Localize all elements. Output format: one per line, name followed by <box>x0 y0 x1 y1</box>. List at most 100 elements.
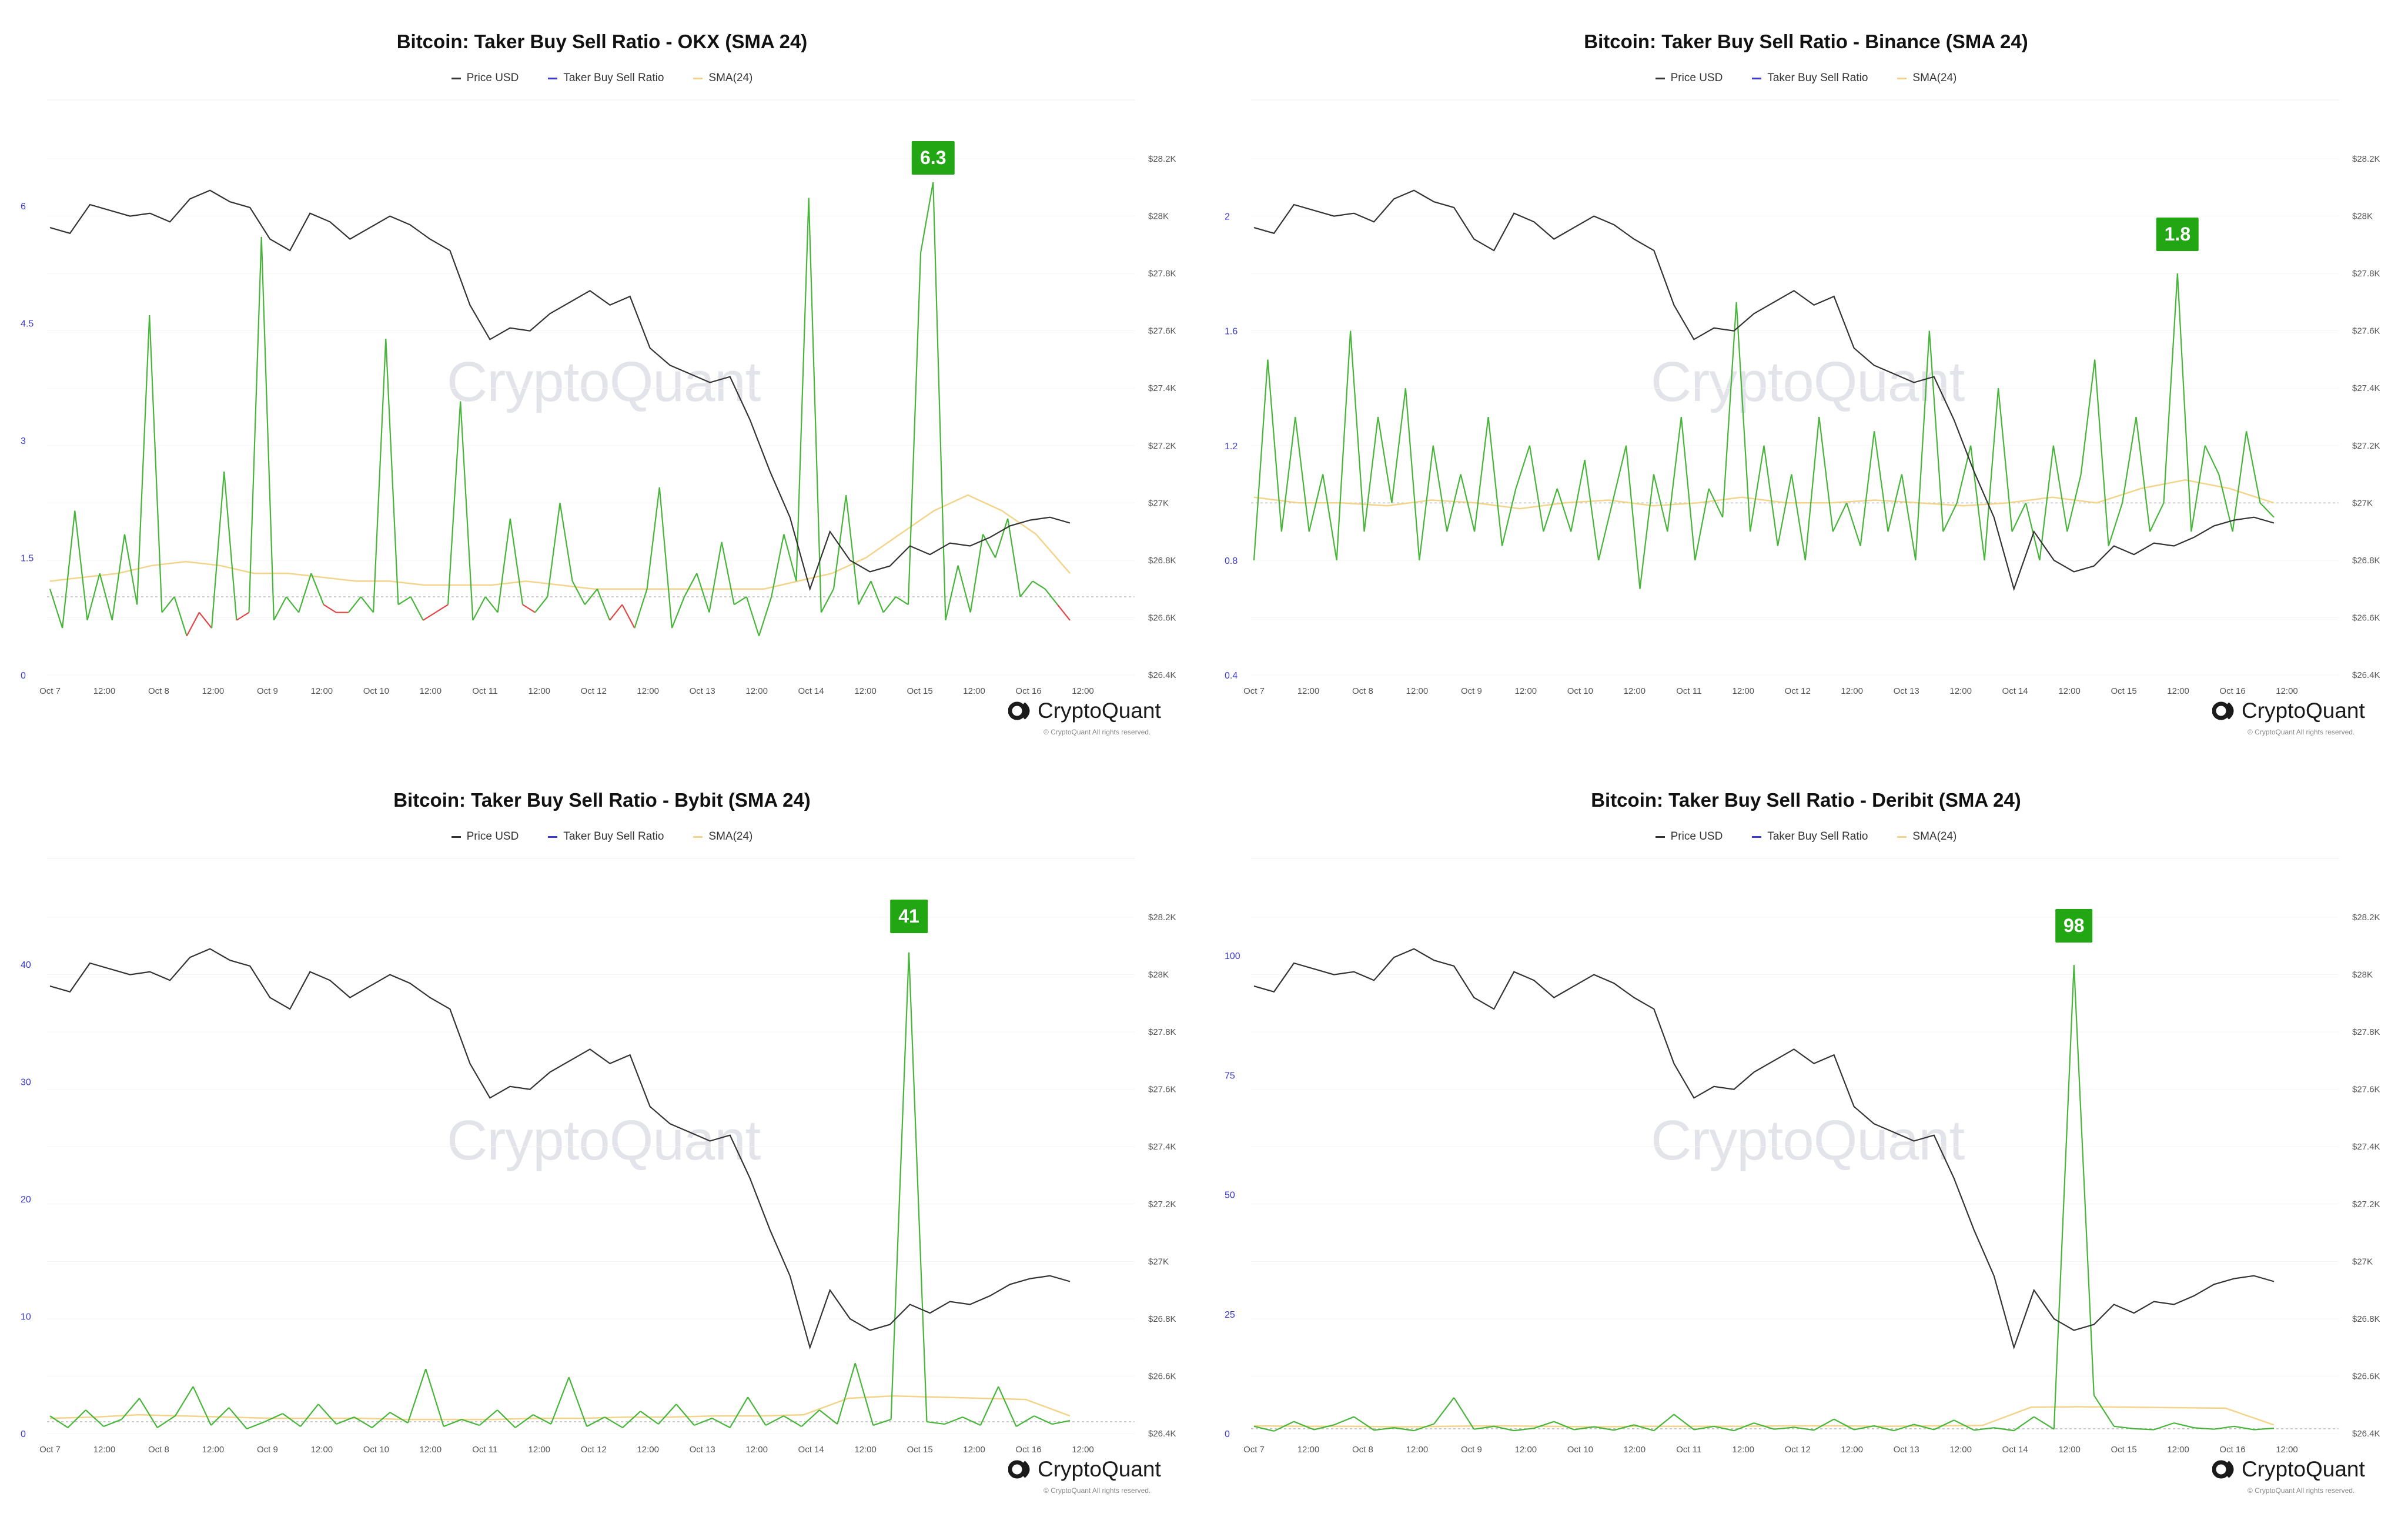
x-tick-label: Oct 10 <box>1567 1445 1593 1455</box>
ratio-segment <box>533 1414 551 1425</box>
x-tick-label: Oct 9 <box>1461 1445 1482 1455</box>
ratio-segment <box>1777 474 1792 546</box>
x-tick-label: 12:00 <box>1841 686 1863 696</box>
ratio-segment <box>282 1413 301 1427</box>
ratio-segment <box>389 1412 409 1424</box>
ratio-segment <box>210 472 225 629</box>
x-tick-label: Oct 11 <box>472 1445 497 1455</box>
ratio-segment <box>658 487 673 629</box>
ratio-segment <box>771 534 785 597</box>
y-tick-label-right: $27.2K <box>1148 441 1176 451</box>
ratio-segment <box>385 338 399 605</box>
ratio-segment <box>1474 1425 1494 1430</box>
ratio-segment <box>2149 502 2165 532</box>
y-tick-label-left: 3 <box>21 436 26 446</box>
legend-label-price: Price USD <box>466 830 519 843</box>
ratio-segment <box>373 338 387 613</box>
y-tick-label-right: $27.4K <box>2352 1142 2380 1152</box>
legend-swatch-sma <box>1897 836 1907 838</box>
y-tick-label-right: $27.8K <box>1148 1027 1176 1037</box>
ratio-segment <box>67 1409 86 1428</box>
ratio-segment <box>99 573 113 621</box>
ratio-segment <box>1044 588 1058 605</box>
ratio-segment <box>2039 445 2054 561</box>
ratio-segment <box>173 596 188 636</box>
x-tick-label: Oct 16 <box>2219 686 2245 696</box>
x-tick-label: Oct 15 <box>907 1445 932 1455</box>
ratio-segment <box>998 1386 1017 1427</box>
ratio-segment <box>568 1376 588 1427</box>
ratio-segment <box>783 534 797 582</box>
ratio-segment <box>1614 1424 1634 1431</box>
ratio-segment <box>1887 474 1903 532</box>
ratio-segment <box>1584 460 1600 561</box>
ratio-segment <box>423 612 436 621</box>
ratio-segment <box>1413 1423 1434 1432</box>
ratio-segment <box>1322 474 1337 561</box>
chart-plot: 0 10 20 30 40 $28.2K $28K $27.8K $27.6K $27.4K $27… <box>21 858 1176 1455</box>
ratio-segment <box>621 604 636 629</box>
copyright-text: © CryptoQuant All rights reserved. <box>1044 728 1151 736</box>
legend-item-ratio: Taker Buy Sell Ratio <box>1752 72 1868 85</box>
ratio-segment <box>353 1416 373 1428</box>
x-tick-label: Oct 14 <box>798 1445 824 1455</box>
ratio-segment <box>236 612 250 621</box>
y-tick-label-right: $27.8K <box>1148 269 1176 279</box>
ratio-segment <box>571 580 586 605</box>
x-tick-label: 12:00 <box>2167 1445 2189 1455</box>
x-tick-label: 12:00 <box>1406 1445 1429 1455</box>
x-tick-label: Oct 14 <box>798 686 824 696</box>
x-tick-label: Oct 8 <box>1352 1445 1373 1455</box>
ratio-segment <box>157 1415 176 1428</box>
legend-swatch-sma <box>693 77 703 79</box>
y-tick-label-right: $26.4K <box>2352 670 2380 680</box>
ratio-segment <box>1625 445 1641 589</box>
ratio-segment <box>907 252 922 605</box>
ratio-segment <box>747 1396 767 1426</box>
x-tick-label: Oct 9 <box>1461 686 1482 696</box>
legend-swatch-sma <box>1897 77 1907 79</box>
ratio-segment <box>1273 1421 1295 1432</box>
ratio-segment <box>932 182 947 620</box>
ratio-segment <box>336 1416 354 1425</box>
y-tick-label-left: 40 <box>21 960 31 970</box>
x-tick-label: 12:00 <box>745 686 768 696</box>
x-tick-label: 12:00 <box>1841 1445 1863 1455</box>
y-tick-label-left: 10 <box>21 1312 31 1322</box>
ratio-segment <box>86 573 101 621</box>
peak-value-badge: 41 <box>890 900 928 933</box>
x-tick-label: 12:00 <box>528 686 550 696</box>
y-tick-label-left: 100 <box>1225 951 1240 961</box>
x-tick-label: Oct 11 <box>1676 686 1701 696</box>
legend-item-sma: SMA(24) <box>1897 830 1956 843</box>
ratio-segment <box>1694 1425 1714 1431</box>
ratio-segment <box>1377 416 1393 503</box>
chart-title: Bitcoin: Taker Buy Sell Ratio - OKX (SMA… <box>396 31 808 52</box>
x-tick-label: Oct 9 <box>257 1445 278 1455</box>
chart-plot: 0.4 0.8 1.2 1.6 2 $28.2K $28K $27.8K $27.6K $27.4… <box>1225 99 2380 696</box>
ratio-segment <box>121 1398 141 1420</box>
ratio-segment <box>273 596 287 621</box>
ratio-segment <box>1974 1427 1994 1431</box>
peak-value-badge: 98 <box>2055 909 2093 943</box>
ratio-segment <box>1818 416 1834 532</box>
ratio-segment <box>1874 1425 1894 1432</box>
price-series-line <box>1253 189 2275 592</box>
legend-swatch-sma <box>693 836 703 838</box>
ratio-segment <box>2135 416 2151 532</box>
y-tick-label-right: $28K <box>2352 970 2373 980</box>
y-tick-label-right: $26.6K <box>2352 1371 2380 1381</box>
ratio-segment <box>1432 445 1448 532</box>
legend-swatch-price <box>1655 836 1665 838</box>
ratio-segment <box>2259 502 2275 518</box>
ratio-segment <box>260 236 275 620</box>
ratio-segment <box>479 1409 498 1426</box>
y-tick-label-right: $27.2K <box>2352 1199 2380 1209</box>
y-tick-label-right: $27.6K <box>2352 1085 2380 1095</box>
legend-label-sma: SMA(24) <box>1912 72 1957 84</box>
ratio-segment <box>711 1418 731 1428</box>
x-tick-label: Oct 15 <box>2111 686 2136 696</box>
ratio-segment <box>111 534 126 621</box>
ratio-segment <box>425 1368 444 1427</box>
ratio-segment <box>1267 359 1282 532</box>
